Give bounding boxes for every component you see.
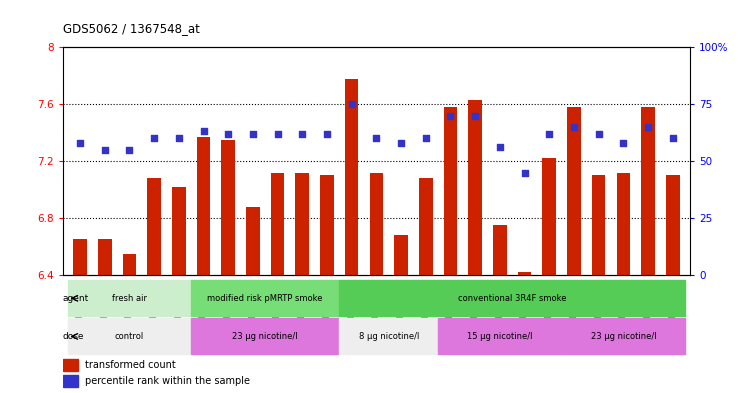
Bar	[68, 318, 191, 354]
Bar	[542, 158, 556, 275]
Bar	[518, 272, 531, 275]
Point	[222, 130, 234, 137]
Point	[395, 140, 407, 146]
Point	[272, 130, 283, 137]
Text: conventional 3R4F smoke: conventional 3R4F smoke	[458, 294, 567, 303]
Bar	[666, 175, 680, 275]
Text: dose: dose	[62, 332, 83, 341]
Point	[247, 130, 259, 137]
Point	[667, 135, 679, 141]
Text: GDS5062 / 1367548_at: GDS5062 / 1367548_at	[63, 22, 199, 35]
Point	[99, 147, 111, 153]
Point	[370, 135, 382, 141]
Bar	[271, 173, 284, 275]
Point	[74, 140, 86, 146]
Point	[123, 147, 135, 153]
Bar	[148, 178, 161, 275]
Text: 23 μg nicotine/l: 23 μg nicotine/l	[590, 332, 656, 341]
Text: 8 μg nicotine/l: 8 μg nicotine/l	[359, 332, 419, 341]
Point	[148, 135, 160, 141]
Bar	[419, 178, 432, 275]
Point	[444, 112, 456, 119]
Point	[346, 101, 358, 107]
Bar	[197, 137, 210, 275]
Point	[321, 130, 333, 137]
Bar	[438, 318, 562, 354]
Bar	[73, 239, 87, 275]
Text: transformed count: transformed count	[85, 360, 176, 370]
Point	[420, 135, 432, 141]
Point	[618, 140, 630, 146]
Bar	[370, 173, 383, 275]
Point	[642, 124, 654, 130]
Text: 23 μg nicotine/l: 23 μg nicotine/l	[232, 332, 298, 341]
Point	[297, 130, 308, 137]
Text: fresh air: fresh air	[112, 294, 147, 303]
Text: control: control	[115, 332, 144, 341]
Bar	[339, 318, 438, 354]
Bar	[68, 280, 191, 316]
Bar	[469, 100, 482, 275]
Point	[469, 112, 481, 119]
Bar	[592, 175, 605, 275]
Text: 15 μg nicotine/l: 15 μg nicotine/l	[467, 332, 533, 341]
Bar	[246, 207, 260, 275]
Bar	[295, 173, 309, 275]
Text: agent: agent	[62, 294, 89, 303]
Bar	[444, 107, 458, 275]
Bar	[63, 359, 78, 371]
Point	[198, 129, 210, 135]
Text: modified risk pMRTP smoke: modified risk pMRTP smoke	[207, 294, 323, 303]
Bar	[172, 187, 185, 275]
Bar	[320, 175, 334, 275]
Point	[568, 124, 580, 130]
Text: percentile rank within the sample: percentile rank within the sample	[85, 376, 249, 386]
Point	[593, 130, 604, 137]
Point	[173, 135, 184, 141]
Bar	[339, 280, 685, 316]
Point	[519, 169, 531, 176]
Bar	[191, 318, 339, 354]
Point	[543, 130, 555, 137]
Bar	[562, 318, 685, 354]
Bar	[98, 239, 111, 275]
Bar	[616, 173, 630, 275]
Bar	[493, 225, 507, 275]
Bar	[221, 140, 235, 275]
Bar	[63, 375, 78, 387]
Bar	[641, 107, 655, 275]
Bar	[568, 107, 581, 275]
Bar	[191, 280, 339, 316]
Bar	[345, 79, 359, 275]
Bar	[123, 254, 137, 275]
Bar	[394, 235, 408, 275]
Point	[494, 144, 506, 151]
